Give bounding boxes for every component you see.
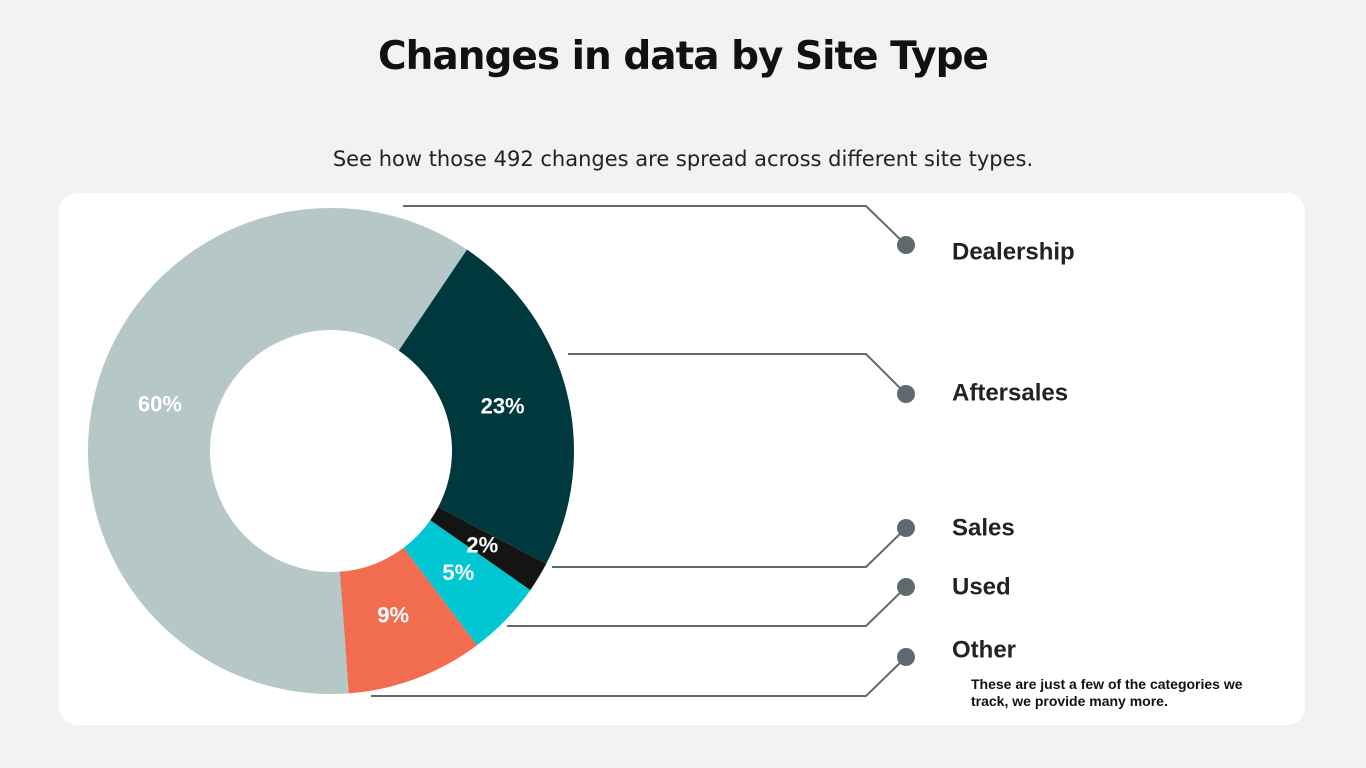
legend-dot-other [897,648,915,666]
footnote: These are just a few of the categories w… [971,676,1243,709]
leader-line-sales [552,527,907,568]
donut-slice-dealership [87,207,467,694]
page-title: Changes in data by Site Type [378,34,989,79]
legend-label-sales: Sales [952,514,1015,541]
leader-lines [371,205,915,697]
leader-line-used [507,586,907,627]
legend-dot-aftersales [897,385,915,403]
legend: Aftersales Sales Used Other Dealership [952,238,1075,663]
legend-label-aftersales: Aftersales [952,379,1068,406]
leader-line-dealership [403,205,907,246]
percent-label-aftersales: 23% [481,393,525,418]
donut-slice-aftersales [398,249,574,564]
legend-label-used: Used [952,573,1011,600]
page-subtitle: See how those 492 changes are spread acr… [332,147,1034,171]
legend-dot-dealership [897,236,915,254]
leader-line-other [371,656,907,697]
percent-label-sales: 2% [466,533,498,558]
legend-dot-used [897,578,915,596]
percent-label-used: 5% [442,560,474,585]
percent-label-dealership: 60% [138,391,182,416]
percent-labels: 23% 2%5% 9% 60% [138,391,525,627]
legend-label-dealership: Dealership [952,238,1075,265]
donut-slices [87,207,574,694]
legend-dot-sales [897,519,915,537]
percent-label-other: 9% [377,603,409,628]
donut-slice-used [403,520,531,646]
legend-label-other: Other [952,636,1016,663]
donut-slice-other [339,547,477,694]
leader-line-aftersales [568,353,907,395]
donut-slice-sales [430,507,547,591]
